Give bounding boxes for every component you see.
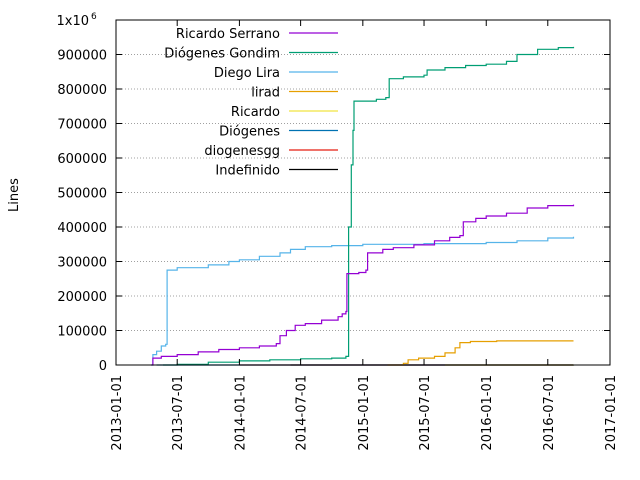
y-tick-label: 800000 [57,83,107,98]
legend-label: Diógenes Gondim [164,47,280,62]
series-lines [151,46,575,366]
x-tick-label: 2014-01-01 [233,375,248,451]
x-tick-label: 2013-07-01 [171,375,186,451]
legend-label: diogenesgg [204,144,280,159]
x-tick-label: 2017-01-01 [604,375,619,451]
y-tick-label: 700000 [57,118,107,133]
series-line-lirad [387,340,574,366]
legend-label: Indefinido [215,164,280,179]
legend-label: Diógenes [219,125,280,140]
y-tick-label: 500000 [57,187,107,202]
y-tick-label-top: 1x10 [56,14,89,29]
x-tick-label: 2014-07-01 [295,375,310,451]
grid-lines [116,54,610,331]
legend: Ricardo Serrano Diógenes Gondim Diego Lira… [164,27,338,179]
y-tick-label: 0 [99,359,107,374]
legend-label: Ricardo Serrano [176,27,280,42]
legend-label: Diego Lira [214,66,280,81]
y-tick-label: 600000 [57,152,107,167]
x-tick-label: 2013-01-01 [110,375,125,451]
legend-label: Ricardo [231,105,280,120]
x-axis: 2013-01-01 2013-07-01 2014-01-01 2014-07-01… [110,20,619,451]
y-axis-label: Lines [7,178,22,212]
legend-label: lirad [251,86,280,101]
x-tick-label: 2015-01-01 [357,375,372,451]
series-line-diego-lira [151,236,575,366]
series-line-ricardo-serrano [151,204,575,366]
y-tick-label: 900000 [57,49,107,64]
series-line-di-genes-gondim [163,46,575,366]
y-tick-label: 400000 [57,221,107,236]
x-tick-label: 2016-07-01 [542,375,557,451]
y-tick-label-exponent: 6 [91,12,97,22]
x-tick-label: 2016-01-01 [480,375,495,451]
y-tick-label: 200000 [57,290,107,305]
x-tick-label: 2015-07-01 [418,375,433,451]
y-tick-label: 100000 [57,325,107,340]
y-axis: 0 100000 200000 300000 400000 500000 600000 700… [56,12,610,374]
y-tick-label: 300000 [57,256,107,271]
